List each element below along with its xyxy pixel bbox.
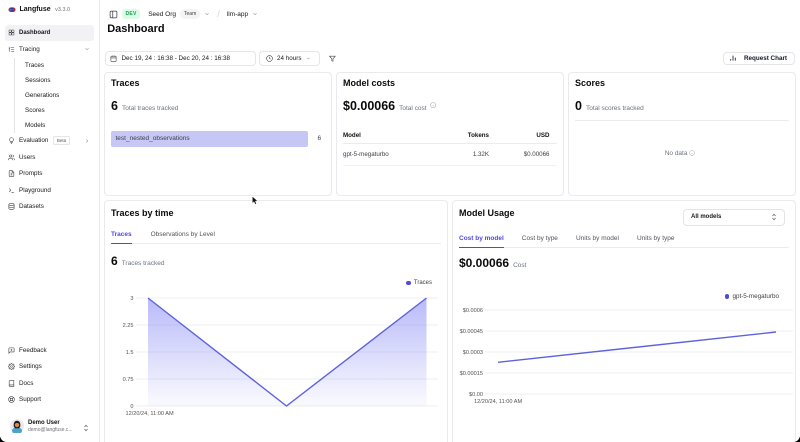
svg-text:12/20/24, 11:00 AM: 12/20/24, 11:00 AM — [474, 399, 522, 405]
svg-text:$0.00015: $0.00015 — [460, 371, 483, 377]
svg-text:12/20/24, 11:00 AM: 12/20/24, 11:00 AM — [126, 411, 174, 417]
svg-text:$0.0006: $0.0006 — [463, 308, 483, 314]
svg-text:2.25: 2.25 — [123, 323, 134, 329]
svg-text:0.75: 0.75 — [123, 377, 134, 383]
svg-text:3: 3 — [130, 296, 133, 302]
svg-text:0: 0 — [130, 404, 133, 410]
svg-text:$0.00045: $0.00045 — [460, 329, 483, 335]
svg-text:$0.0003: $0.0003 — [463, 350, 483, 356]
svg-text:1.5: 1.5 — [126, 350, 134, 356]
svg-text:$0.00: $0.00 — [469, 392, 483, 398]
